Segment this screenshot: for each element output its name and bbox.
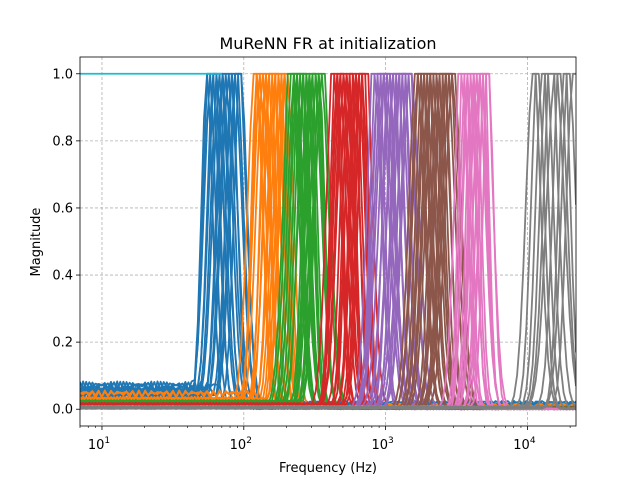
x-tick-label: 104 <box>513 436 536 453</box>
x-tick-label: 102 <box>230 436 252 453</box>
chart-title: MuReNN FR at initialization <box>219 34 436 53</box>
y-tick-label: 1.0 <box>52 67 73 82</box>
y-axis-title: Magnitude <box>29 208 44 277</box>
y-tick-label: 0.0 <box>52 403 73 418</box>
series-line <box>80 72 576 409</box>
ticks: 0.0 0.2 0.4 0.6 0.8 1.0 101 102 103 104 <box>52 67 571 453</box>
y-tick-label: 0.8 <box>52 134 73 149</box>
series-layer <box>80 72 576 411</box>
series-group-7 <box>80 72 576 411</box>
y-tick-label: 0.2 <box>52 336 73 351</box>
y-tick-label: 0.4 <box>52 269 73 284</box>
x-axis-title: Frequency (Hz) <box>279 461 377 476</box>
series-line <box>80 72 576 410</box>
x-tick-label: 103 <box>371 436 393 453</box>
y-tick-label: 0.6 <box>52 201 73 216</box>
plot-frame <box>79 56 577 427</box>
x-tick-label: 101 <box>88 436 110 453</box>
